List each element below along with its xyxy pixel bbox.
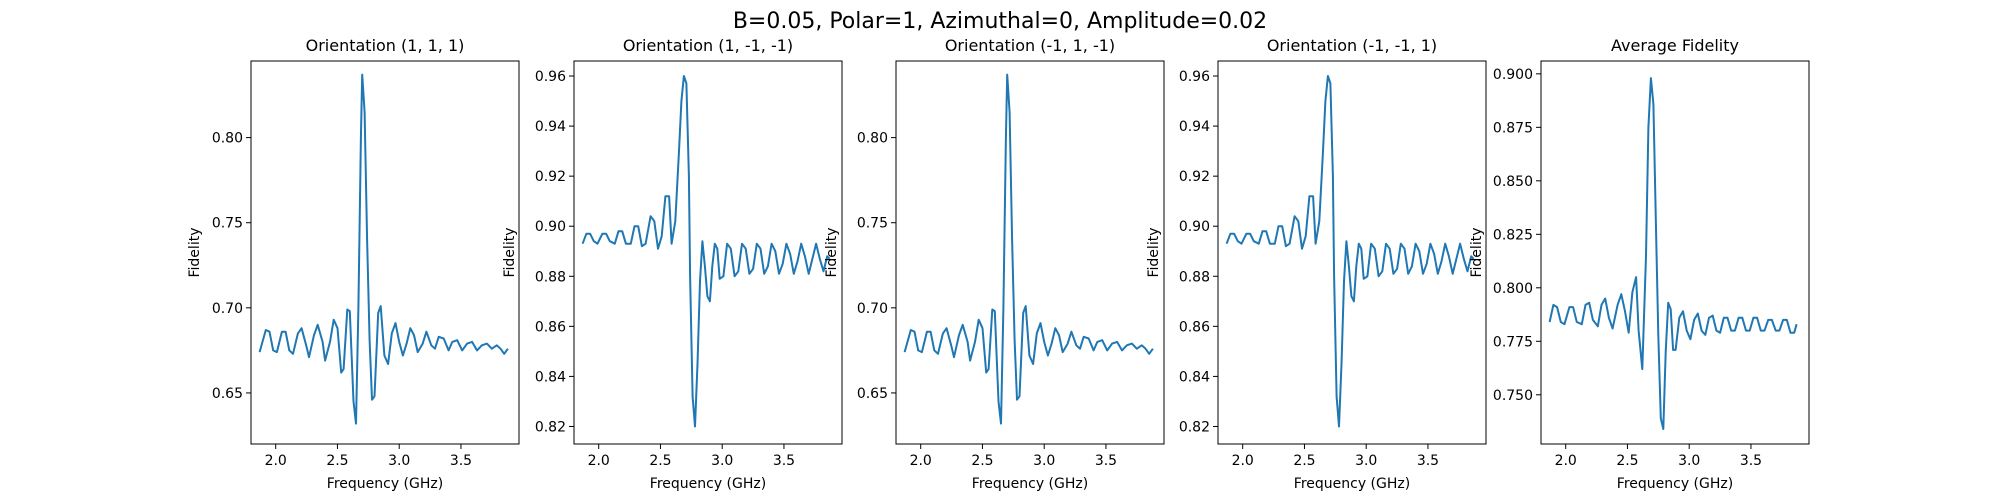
y-tick-label: 0.88 xyxy=(1179,269,1210,285)
axes-frame xyxy=(573,60,843,445)
subplot-4: 2.0 2.5 3.0 3.5 0.82 0.84 0.86 0.88 0.90 0.92 0.94… xyxy=(1146,36,1487,492)
subplot-title: Orientation (1, -1, -1) xyxy=(623,36,793,55)
subplot-grid: 2.0 2.5 3.0 3.5 0.65 0.70 0.75 0.80 Orientation … xyxy=(187,36,1810,492)
y-tick-label: 0.800 xyxy=(1493,281,1533,297)
series-line xyxy=(258,73,509,425)
y-tick-label: 0.82 xyxy=(535,419,566,435)
y-axis-label: Fidelity xyxy=(187,228,203,278)
y-tick-label: 0.70 xyxy=(857,301,888,317)
x-tick-label: 2.0 xyxy=(910,453,932,469)
x-axis-label: Frequency (GHz) xyxy=(1294,476,1410,492)
y-axis-label: Fidelity xyxy=(824,228,840,278)
y-tick-label: 0.775 xyxy=(1493,334,1533,350)
series-line xyxy=(1548,77,1798,430)
y-tick-label: 0.96 xyxy=(535,69,566,85)
x-tick-label: 2.5 xyxy=(649,453,671,469)
x-axis-label: Frequency (GHz) xyxy=(650,476,766,492)
subplot-3: 2.0 2.5 3.0 3.5 0.65 0.70 0.75 0.80 Orientation … xyxy=(824,36,1165,492)
x-tick-label: 2.5 xyxy=(971,453,993,469)
y-tick-label: 0.875 xyxy=(1493,120,1533,136)
axes-frame xyxy=(1217,60,1487,445)
x-tick-label: 3.0 xyxy=(711,453,733,469)
series-line xyxy=(581,75,831,428)
subplot-title: Average Fidelity xyxy=(1611,36,1739,55)
axes-frame xyxy=(1540,60,1810,445)
y-tick-label: 0.94 xyxy=(1179,119,1210,135)
y-tick-label: 0.86 xyxy=(1179,319,1210,335)
x-axis-label: Frequency (GHz) xyxy=(1617,476,1733,492)
subplot-title: Orientation (1, 1, 1) xyxy=(306,36,465,55)
y-tick-label: 0.75 xyxy=(212,216,243,232)
subplot-title: Orientation (-1, -1, 1) xyxy=(1267,36,1437,55)
x-tick-label: 2.5 xyxy=(1616,453,1638,469)
y-tick-label: 0.80 xyxy=(857,131,888,147)
y-tick-label: 0.900 xyxy=(1493,67,1533,83)
y-axis-label: Fidelity xyxy=(1469,228,1485,278)
x-tick-label: 3.0 xyxy=(1355,453,1377,469)
x-tick-label: 2.0 xyxy=(265,453,287,469)
y-tick-label: 0.80 xyxy=(212,131,243,147)
y-tick-label: 0.94 xyxy=(535,119,566,135)
y-tick-label: 0.90 xyxy=(1179,219,1210,235)
y-tick-label: 0.65 xyxy=(857,386,888,402)
x-tick-label: 3.0 xyxy=(1033,453,1055,469)
x-tick-label: 2.0 xyxy=(1232,453,1254,469)
x-tick-label: 2.5 xyxy=(1293,453,1315,469)
x-tick-label: 2.0 xyxy=(588,453,610,469)
x-axis-label: Frequency (GHz) xyxy=(972,476,1088,492)
axes-frame xyxy=(250,60,520,445)
x-tick-label: 3.0 xyxy=(1678,453,1700,469)
y-tick-label: 0.75 xyxy=(857,216,888,232)
y-tick-label: 0.70 xyxy=(212,301,243,317)
y-tick-label: 0.82 xyxy=(1179,419,1210,435)
y-tick-label: 0.750 xyxy=(1493,388,1533,404)
y-tick-label: 0.86 xyxy=(535,319,566,335)
y-tick-label: 0.92 xyxy=(535,169,566,185)
x-tick-label: 3.0 xyxy=(388,453,410,469)
series-line xyxy=(903,73,1154,425)
x-tick-label: 3.5 xyxy=(1095,453,1117,469)
axes-frame xyxy=(895,60,1165,445)
y-tick-label: 0.850 xyxy=(1493,174,1533,190)
y-axis-label: Fidelity xyxy=(502,228,518,278)
x-tick-label: 2.0 xyxy=(1555,453,1577,469)
y-tick-label: 0.92 xyxy=(1179,169,1210,185)
series-line xyxy=(1225,75,1475,428)
y-tick-label: 0.84 xyxy=(535,369,566,385)
subplot-1: 2.0 2.5 3.0 3.5 0.65 0.70 0.75 0.80 Orientation … xyxy=(187,36,520,492)
x-axis-label: Frequency (GHz) xyxy=(327,476,443,492)
x-tick-label: 2.5 xyxy=(326,453,348,469)
y-tick-label: 0.88 xyxy=(535,269,566,285)
y-tick-label: 0.84 xyxy=(1179,369,1210,385)
y-tick-label: 0.90 xyxy=(535,219,566,235)
y-tick-label: 0.825 xyxy=(1493,227,1533,243)
subplot-5: 2.0 2.5 3.0 3.5 0.750 0.775 0.800 0.825 0.850 0.8… xyxy=(1469,36,1810,492)
x-tick-label: 3.5 xyxy=(1417,453,1439,469)
y-tick-label: 0.65 xyxy=(212,386,243,402)
y-axis-label: Fidelity xyxy=(1146,228,1162,278)
x-tick-label: 3.5 xyxy=(450,453,472,469)
x-tick-label: 3.5 xyxy=(773,453,795,469)
subplot-title: Orientation (-1, 1, -1) xyxy=(945,36,1115,55)
y-tick-label: 0.96 xyxy=(1179,69,1210,85)
x-tick-label: 3.5 xyxy=(1740,453,1762,469)
figure-suptitle: B=0.05, Polar=1, Azimuthal=0, Amplitude=… xyxy=(733,9,1267,34)
subplot-2: 2.0 2.5 3.0 3.5 0.82 0.84 0.86 0.88 0.90 0.92 0.94… xyxy=(502,36,843,492)
